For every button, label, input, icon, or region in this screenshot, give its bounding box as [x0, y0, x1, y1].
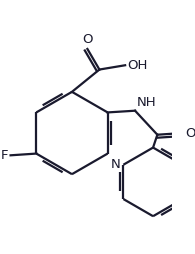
Text: NH: NH: [137, 96, 156, 109]
Text: OH: OH: [128, 59, 148, 72]
Text: O: O: [186, 126, 195, 139]
Text: F: F: [1, 149, 8, 162]
Text: O: O: [82, 33, 93, 46]
Text: N: N: [111, 158, 121, 171]
